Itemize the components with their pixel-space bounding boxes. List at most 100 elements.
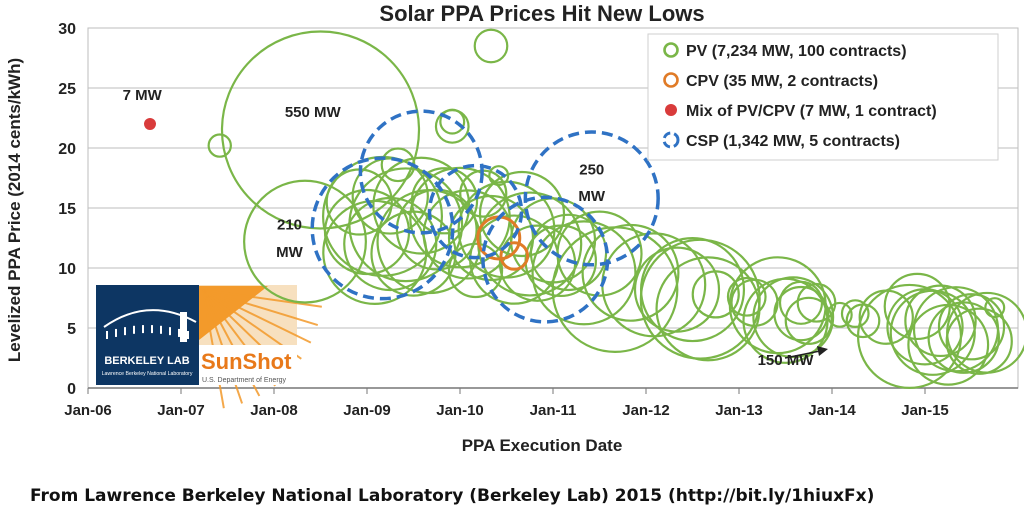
x-tick-labels: Jan-06 Jan-07 Jan-08 Jan-09 Jan-10 Jan-11 Jan-… bbox=[64, 402, 949, 419]
x-tick-label: Jan-07 bbox=[157, 402, 205, 419]
cpv-point bbox=[499, 241, 530, 271]
pv-point bbox=[927, 301, 1000, 374]
y-tick-label: 30 bbox=[58, 21, 76, 38]
legend-marker bbox=[663, 72, 679, 88]
pv-point bbox=[633, 246, 721, 333]
pv-point bbox=[439, 108, 466, 135]
logo-pillar bbox=[169, 327, 171, 336]
pv-point bbox=[581, 223, 680, 322]
x-tick-label: Jan-13 bbox=[715, 402, 763, 419]
csp-point bbox=[481, 195, 610, 324]
x-tick-label: Jan-15 bbox=[901, 402, 949, 419]
pv-point bbox=[945, 307, 1013, 375]
legend-marker bbox=[662, 131, 680, 149]
pv-point bbox=[410, 167, 479, 235]
csp-point bbox=[523, 130, 660, 267]
logo-tower bbox=[180, 312, 187, 342]
x-tick-label: Jan-08 bbox=[250, 402, 298, 419]
legend: PV (7,234 MW, 100 contracts) CPV (35 MW, … bbox=[647, 33, 999, 161]
pv-point bbox=[889, 289, 976, 376]
y-tick-label: 15 bbox=[58, 201, 76, 218]
legend-label: CPV (35 MW, 2 contracts) bbox=[686, 73, 878, 90]
legend-label: Mix of PV/CPV (7 MW, 1 contract) bbox=[686, 103, 937, 120]
source-caption: From Lawrence Berkeley National Laborato… bbox=[30, 486, 875, 506]
y-axis-label: Levelized PPA Price (2014 cents/kWh) bbox=[5, 58, 24, 362]
logo-pillar bbox=[124, 327, 126, 336]
berkeley-lab-logo: BERKELEY LAB Lawrence Berkeley National L… bbox=[96, 285, 199, 385]
pv-point bbox=[826, 301, 853, 328]
csp-point bbox=[358, 109, 484, 235]
x-tick-label: Jan-06 bbox=[64, 402, 112, 419]
pv-point bbox=[207, 133, 232, 158]
legend-marker bbox=[663, 42, 679, 58]
pv-point bbox=[473, 28, 509, 64]
logos: BERKELEY LAB Lawrence Berkeley National L… bbox=[96, 285, 322, 409]
pv-point bbox=[655, 256, 761, 362]
x-tick-label: Jan-12 bbox=[622, 402, 670, 419]
annotation-label: 7 MW bbox=[123, 87, 163, 104]
logo-pillar bbox=[160, 325, 162, 334]
logo-lab-name: BERKELEY LAB bbox=[104, 355, 189, 367]
y-tick-label: 5 bbox=[67, 321, 76, 338]
pv-point bbox=[784, 296, 833, 345]
y-tick-labels: 0 5 10 15 20 25 30 bbox=[58, 21, 76, 398]
pv-point bbox=[351, 157, 429, 235]
data-points bbox=[144, 28, 1024, 389]
annotation-label: 150 MW bbox=[758, 352, 815, 369]
sunshot-ray bbox=[202, 289, 319, 327]
annotation-label: 250 bbox=[579, 161, 604, 178]
mix-point bbox=[144, 118, 156, 130]
annotation-label: 550 MW bbox=[285, 104, 342, 121]
x-tick-label: Jan-14 bbox=[808, 402, 856, 419]
x-tick-label: Jan-09 bbox=[343, 402, 391, 419]
logo-pillar bbox=[151, 325, 153, 334]
pv-point bbox=[937, 293, 1006, 361]
x-tick-label: Jan-10 bbox=[436, 402, 484, 419]
sunshot-ray bbox=[202, 289, 312, 344]
legend-label: CSP (1,342 MW, 5 contracts) bbox=[686, 133, 900, 150]
sunshot-text-bg bbox=[199, 345, 297, 385]
x-axis-label: PPA Execution Date bbox=[462, 436, 623, 455]
annotation-label: MW bbox=[578, 188, 605, 205]
annotation-label: MW bbox=[276, 244, 303, 261]
pv-point bbox=[220, 30, 421, 230]
pv-point bbox=[984, 297, 1006, 319]
pv-point bbox=[726, 276, 767, 317]
legend-box bbox=[647, 33, 999, 161]
pv-point bbox=[691, 270, 740, 319]
annotation-arrow-head bbox=[817, 346, 828, 356]
sunshot-logo: SunShot U.S. Department of Energy bbox=[199, 285, 322, 409]
pv-point bbox=[946, 291, 1024, 374]
pv-point bbox=[531, 220, 637, 326]
annotations: 7 MW 550 MW 210 MW 250 MW 150 MW bbox=[123, 87, 828, 369]
y-tick-label: 0 bbox=[67, 381, 76, 398]
pv-point bbox=[243, 179, 367, 304]
csp-point bbox=[427, 163, 524, 260]
annotation-label: 210 bbox=[277, 217, 302, 234]
logo-pillar bbox=[142, 325, 144, 334]
legend-label: PV (7,234 MW, 100 contracts) bbox=[686, 43, 907, 60]
pv-point bbox=[348, 167, 464, 283]
annotation-arrow-line bbox=[784, 350, 821, 359]
x-tick-label: Jan-11 bbox=[530, 402, 577, 419]
logo-pillar bbox=[106, 331, 108, 339]
legend-marker bbox=[665, 104, 677, 116]
y-tick-label: 20 bbox=[58, 141, 76, 158]
logo-pillar bbox=[187, 331, 189, 339]
logo-pillar bbox=[178, 328, 180, 337]
sunshot-subtitle: U.S. Department of Energy bbox=[202, 377, 287, 384]
pv-point bbox=[447, 242, 504, 299]
logo-pillar bbox=[115, 328, 117, 337]
logo-pillar bbox=[133, 325, 135, 334]
pv-point bbox=[343, 196, 438, 292]
y-tick-label: 25 bbox=[58, 81, 76, 98]
pv-point bbox=[488, 165, 510, 187]
logo-lab-subtitle: Lawrence Berkeley National Laboratory bbox=[102, 371, 193, 377]
pv-point bbox=[840, 299, 870, 328]
sunshot-ray bbox=[202, 289, 322, 308]
ppa-chart: Solar PPA Prices Hit New Lows 0 5 10 15 20 25… bbox=[5, 1, 1024, 455]
csp-point bbox=[310, 156, 455, 301]
chart-title: Solar PPA Prices Hit New Lows bbox=[379, 1, 704, 26]
sunshot-name: SunShot bbox=[201, 349, 292, 374]
pv-point bbox=[904, 284, 977, 358]
